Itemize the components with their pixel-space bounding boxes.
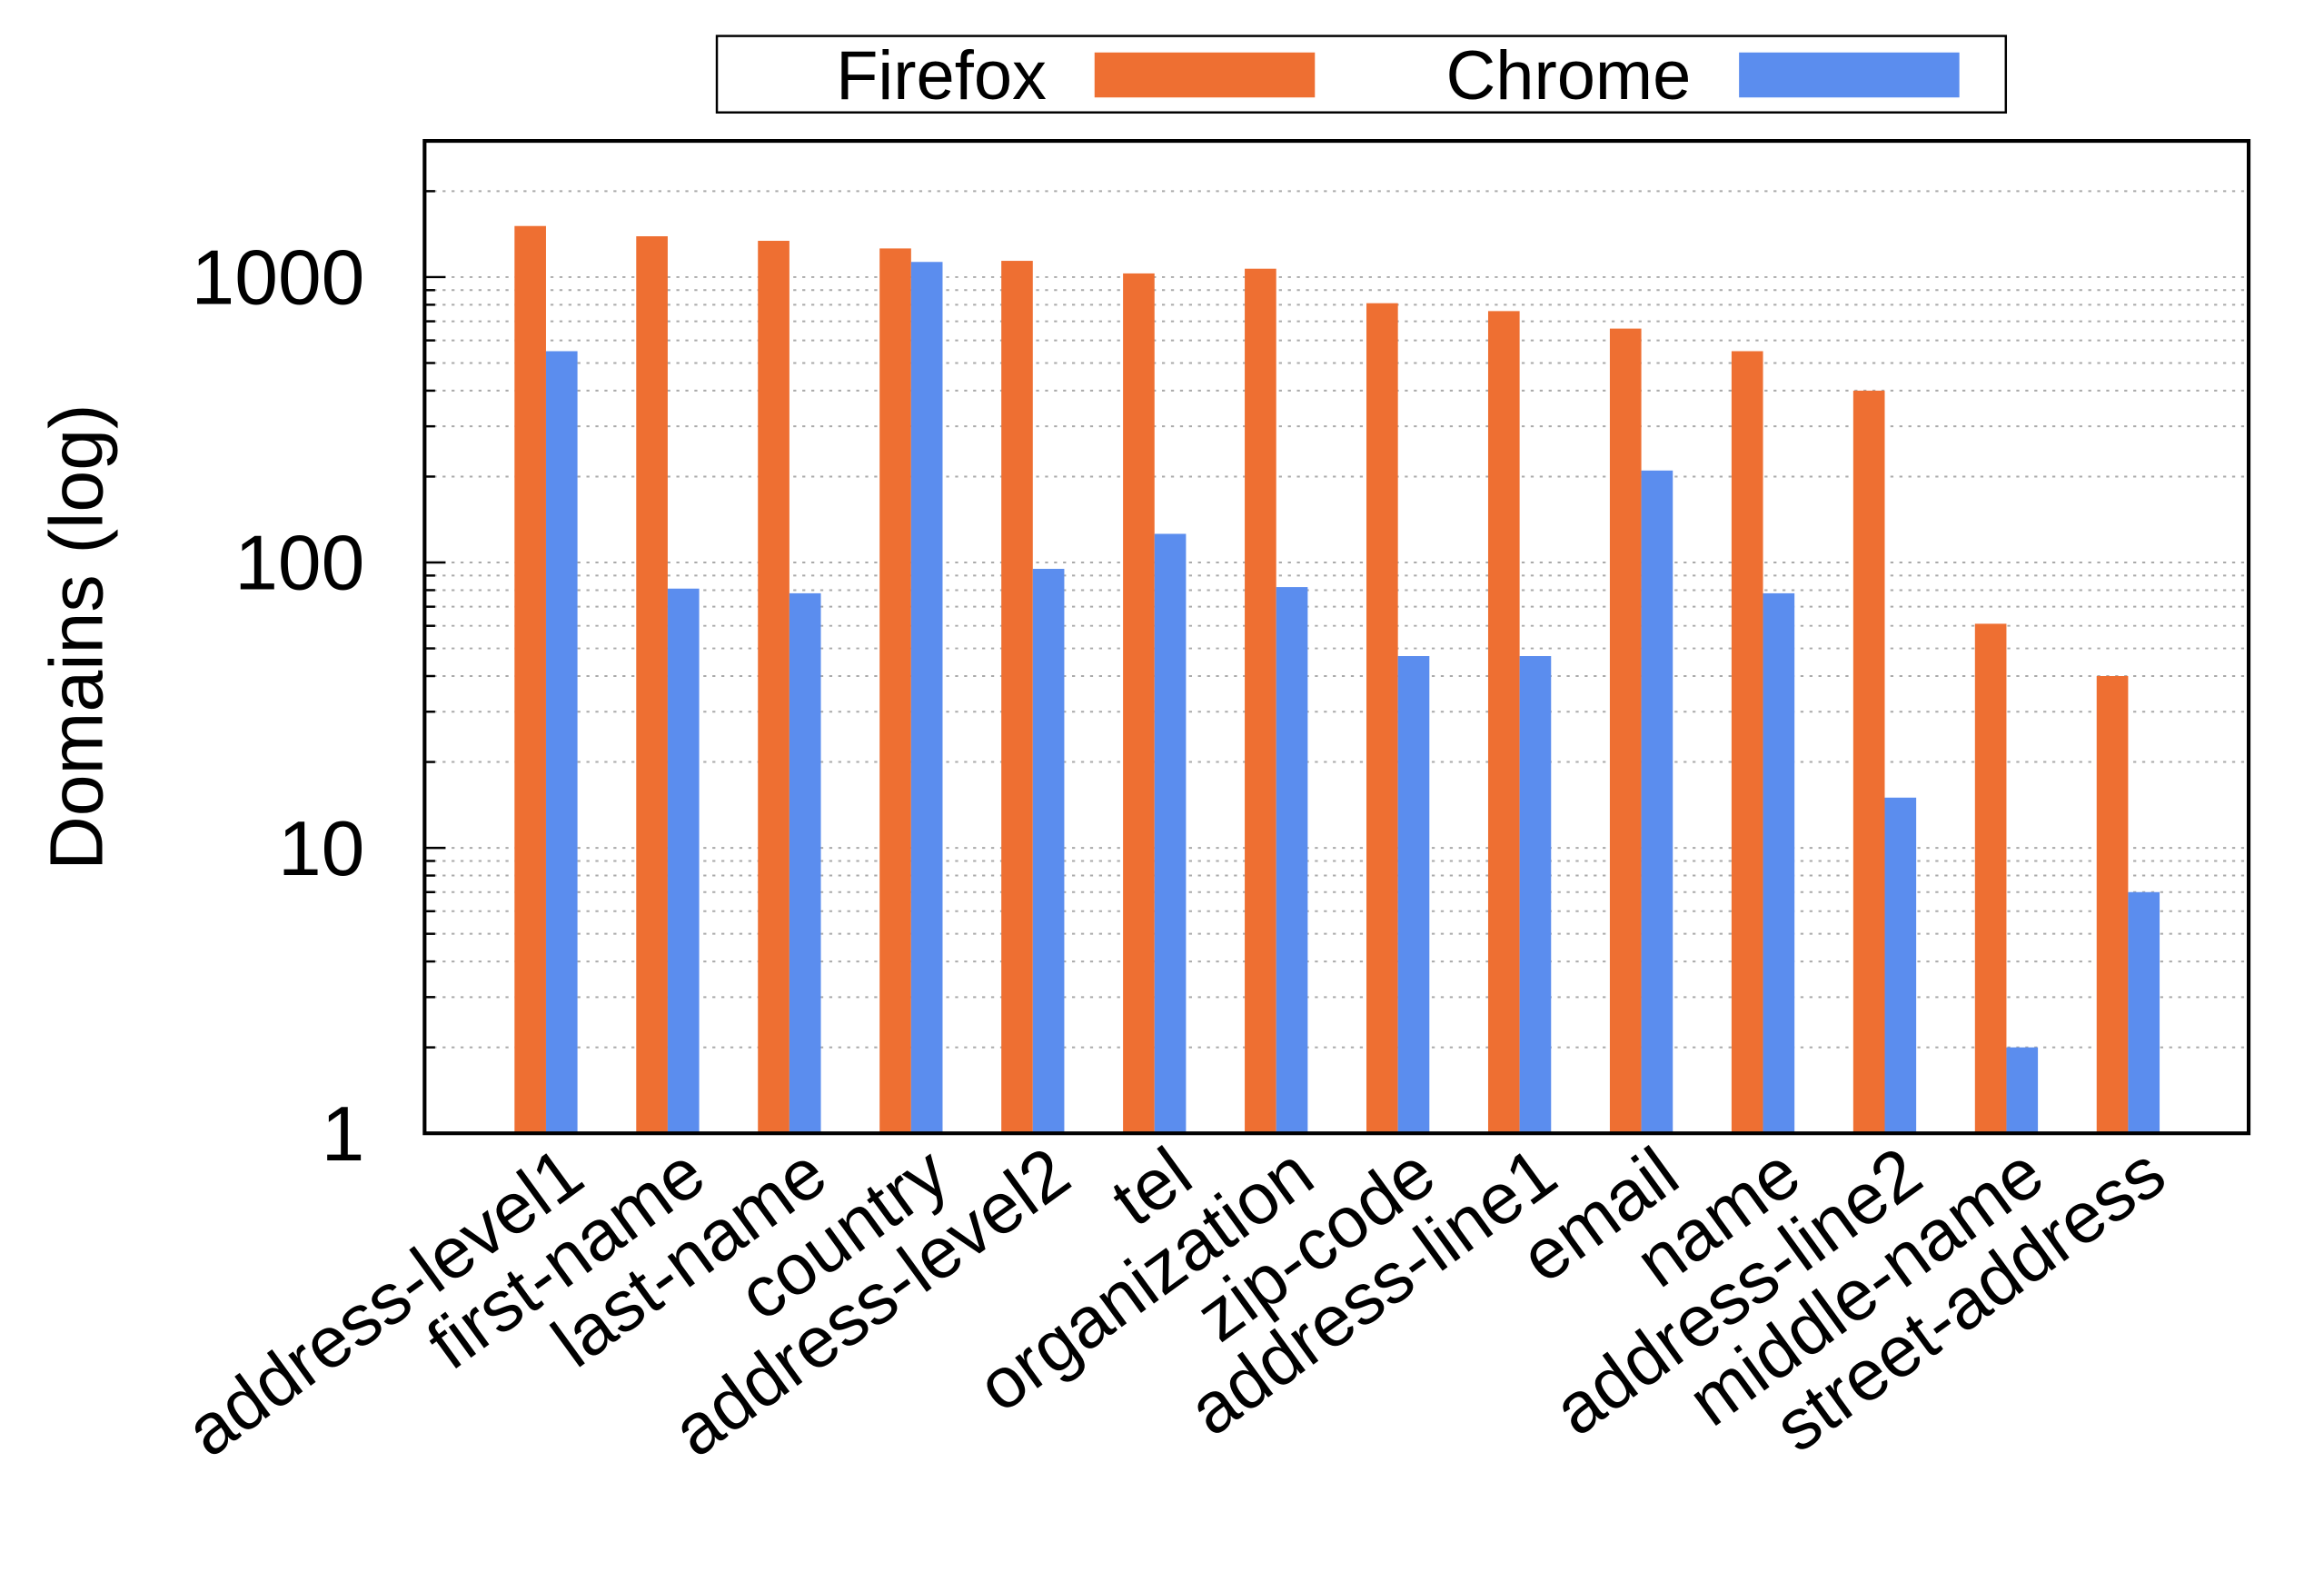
bar-firefox-street-address xyxy=(2096,676,2129,1134)
bar-chrome-address-line1 xyxy=(1519,656,1552,1134)
legend: Firefox Chrome xyxy=(715,35,2008,114)
y-tick-label: 10 xyxy=(278,805,364,892)
legend-label-chrome: Chrome xyxy=(1445,37,1691,114)
bar-chrome-street-address xyxy=(2128,891,2160,1134)
grid xyxy=(424,190,2250,1049)
bar-firefox-address-line2 xyxy=(1852,390,1885,1134)
bar-chrome-address-line2 xyxy=(1884,797,1917,1134)
bar-firefox-last-name xyxy=(758,241,790,1134)
bar-chrome-name xyxy=(1763,592,1795,1134)
bars xyxy=(514,225,2160,1134)
bar-chrome-address-level1 xyxy=(545,351,578,1134)
bar-chrome-middle-name xyxy=(2006,1047,2039,1134)
y-axis-label: Domains (log) xyxy=(35,403,119,870)
bar-chrome-address-level2 xyxy=(1032,569,1065,1134)
y-tick-label: 1000 xyxy=(192,234,365,322)
legend-swatch-chrome xyxy=(1739,52,1960,98)
plot-frame xyxy=(422,139,2251,1136)
bar-chrome-first-name xyxy=(667,588,700,1134)
bar-firefox-address-level2 xyxy=(1001,261,1033,1134)
bar-chrome-last-name xyxy=(789,592,821,1134)
legend-swatch-firefox xyxy=(1094,52,1316,98)
bar-chrome-email xyxy=(1641,470,1673,1134)
bar-chrome-organization xyxy=(1276,587,1308,1134)
bar-firefox-tel xyxy=(1123,273,1155,1134)
y-tick-label: 1 xyxy=(322,1090,365,1178)
bar-firefox-country xyxy=(879,248,911,1134)
bar-firefox-first-name xyxy=(636,236,668,1134)
legend-label-firefox: Firefox xyxy=(836,37,1047,114)
bar-firefox-email xyxy=(1609,328,1642,1134)
bar-firefox-address-level1 xyxy=(514,225,546,1134)
bar-firefox-name xyxy=(1731,351,1763,1134)
bar-firefox-organization xyxy=(1245,268,1276,1134)
bar-firefox-middle-name xyxy=(1974,623,2007,1134)
bar-chrome-zip-code xyxy=(1397,656,1430,1134)
bar-firefox-address-line1 xyxy=(1487,311,1520,1134)
bar-chrome-tel xyxy=(1154,533,1187,1134)
y-axis: 1 10 100 1000 xyxy=(192,234,365,1178)
bar-chrome-country xyxy=(910,262,943,1134)
bar-firefox-zip-code xyxy=(1366,303,1398,1134)
y-tick-label: 100 xyxy=(234,520,364,607)
x-axis: address-level1first-namelast-namecountry… xyxy=(171,1131,2179,1472)
